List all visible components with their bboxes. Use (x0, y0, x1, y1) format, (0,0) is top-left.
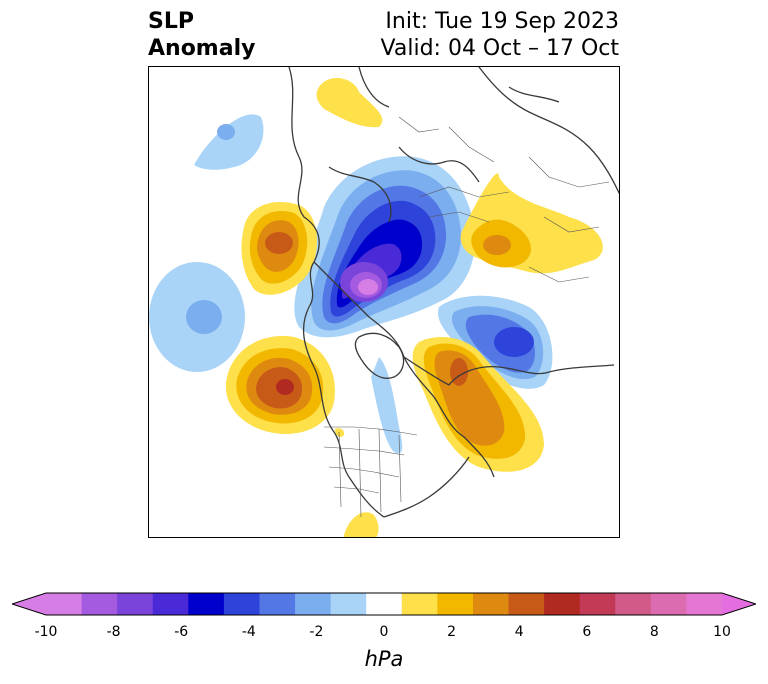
anomaly-map (149, 67, 619, 537)
init-date: Init: Tue 19 Sep 2023 (385, 9, 619, 34)
colorbar-over-arrow (722, 593, 756, 615)
colorbar-segment (295, 593, 332, 615)
colorbar-tick-label: 10 (713, 624, 731, 640)
colorbar-segment (401, 593, 438, 615)
colorbar-segment (544, 593, 581, 615)
colorbar-segment (46, 593, 83, 615)
colorbar-segment (686, 593, 723, 615)
colorbar-segment (223, 593, 260, 615)
borders (323, 116, 610, 518)
colorbar-segment (188, 593, 225, 615)
colorbar-tick-label: 0 (379, 624, 389, 640)
title-line-1: SLP (148, 9, 194, 34)
nw-low (194, 114, 264, 170)
colorbar-tick-label: 4 (514, 624, 524, 640)
map-panel (148, 66, 620, 538)
colorbar-segment (472, 593, 510, 615)
colorbar-under-arrow (12, 593, 46, 615)
colorbar-units: hPa (364, 647, 404, 671)
colorbar-tick-label: -10 (34, 624, 58, 640)
colorbar-tick-label: 8 (649, 624, 659, 640)
map-title: SLP Anomaly (148, 8, 255, 62)
colorbar-segment (330, 593, 367, 615)
colorbar-segment (117, 593, 154, 615)
valid-range: Valid: 04 Oct – 17 Oct (380, 36, 619, 61)
colorbar-segment (615, 593, 652, 615)
negative-anomalies (149, 114, 553, 454)
colorbar-segment (650, 593, 687, 615)
colorbar-tick-label: -6 (174, 624, 189, 640)
colorbar-segment (366, 593, 403, 615)
colorbar-svg (10, 592, 758, 616)
colorbar-tick-label: 6 (582, 624, 592, 640)
colorbar-segment (259, 593, 296, 615)
colorbar-segment (579, 593, 616, 615)
colorbar-segment (508, 593, 545, 615)
colorbar-segment (437, 593, 474, 615)
colorbar (10, 592, 758, 622)
colorbar-tick-label: 2 (447, 624, 457, 640)
pacific-low-inner (186, 300, 222, 334)
coastlines (288, 67, 619, 518)
positive-anomalies (225, 77, 603, 537)
colorbar-tick-label: -2 (309, 624, 324, 640)
colorbar-tick-label: -8 (106, 624, 121, 640)
map-dates: Init: Tue 19 Sep 2023 Valid: 04 Oct – 17… (381, 8, 619, 62)
title-line-2: Anomaly (148, 36, 256, 61)
colorbar-tick-label: -4 (241, 624, 256, 640)
colorbar-segment (81, 593, 118, 615)
colorbar-segment (152, 593, 189, 615)
